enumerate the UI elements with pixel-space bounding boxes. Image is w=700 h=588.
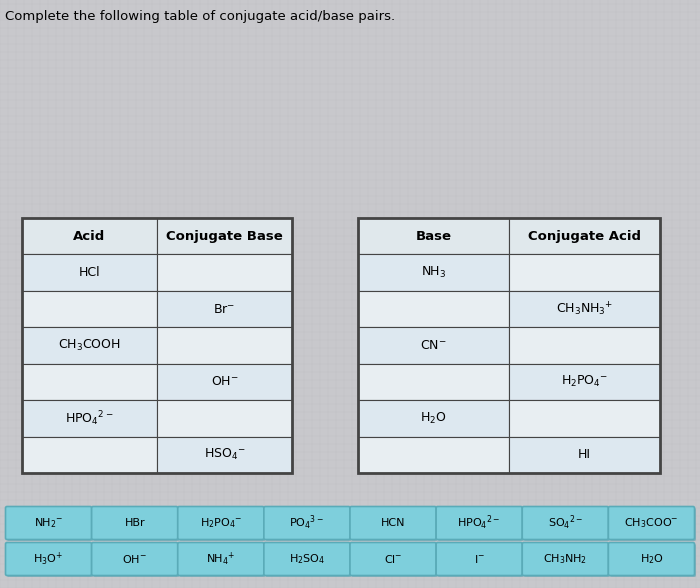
- FancyBboxPatch shape: [265, 508, 351, 541]
- Text: SO$_{4}$$^{2-}$: SO$_{4}$$^{2-}$: [547, 514, 583, 532]
- FancyBboxPatch shape: [351, 508, 438, 541]
- Bar: [358, 255, 509, 291]
- FancyBboxPatch shape: [350, 506, 436, 540]
- Bar: [22, 436, 157, 473]
- Text: HCl: HCl: [78, 266, 100, 279]
- FancyBboxPatch shape: [6, 543, 92, 576]
- Bar: [358, 218, 509, 255]
- Text: NH$_{2}$$^{-}$: NH$_{2}$$^{-}$: [34, 516, 63, 530]
- Bar: [358, 218, 660, 473]
- Text: OH$^{-}$: OH$^{-}$: [211, 375, 239, 389]
- FancyBboxPatch shape: [436, 543, 522, 576]
- Bar: [157, 255, 292, 291]
- Text: CN$^{-}$: CN$^{-}$: [420, 339, 447, 352]
- FancyBboxPatch shape: [524, 544, 610, 577]
- Text: Base: Base: [416, 230, 452, 243]
- Text: Conjugate Base: Conjugate Base: [166, 230, 283, 243]
- Text: OH$^{-}$: OH$^{-}$: [122, 553, 147, 565]
- Bar: [22, 328, 157, 364]
- FancyBboxPatch shape: [178, 506, 264, 540]
- Bar: [22, 400, 157, 436]
- FancyBboxPatch shape: [610, 508, 696, 541]
- FancyBboxPatch shape: [7, 544, 93, 577]
- FancyBboxPatch shape: [350, 543, 436, 576]
- Bar: [509, 364, 660, 400]
- Text: CH$_{3}$NH$_{3}$$^{+}$: CH$_{3}$NH$_{3}$$^{+}$: [556, 300, 613, 318]
- Bar: [358, 328, 509, 364]
- Text: HI: HI: [578, 448, 591, 461]
- Text: HBr: HBr: [125, 518, 145, 528]
- Text: CH$_{3}$COOH: CH$_{3}$COOH: [58, 338, 121, 353]
- Text: H$_{3}$O$^{+}$: H$_{3}$O$^{+}$: [34, 550, 64, 567]
- FancyBboxPatch shape: [436, 506, 522, 540]
- FancyBboxPatch shape: [93, 544, 179, 577]
- Bar: [157, 291, 292, 328]
- FancyBboxPatch shape: [178, 543, 264, 576]
- Bar: [509, 436, 660, 473]
- Bar: [358, 400, 509, 436]
- FancyBboxPatch shape: [351, 544, 438, 577]
- Text: H$_{2}$O: H$_{2}$O: [640, 552, 664, 566]
- Bar: [358, 291, 509, 328]
- Bar: [157, 436, 292, 473]
- Text: NH$_{4}$$^{+}$: NH$_{4}$$^{+}$: [206, 550, 235, 567]
- FancyBboxPatch shape: [610, 544, 696, 577]
- Bar: [22, 291, 157, 328]
- FancyBboxPatch shape: [7, 508, 93, 541]
- Bar: [509, 218, 660, 255]
- FancyBboxPatch shape: [438, 508, 524, 541]
- Text: Acid: Acid: [74, 230, 106, 243]
- Bar: [157, 364, 292, 400]
- FancyBboxPatch shape: [265, 544, 351, 577]
- Text: H$_{2}$SO$_{4}$: H$_{2}$SO$_{4}$: [289, 552, 325, 566]
- FancyBboxPatch shape: [179, 544, 265, 577]
- Bar: [22, 218, 292, 473]
- FancyBboxPatch shape: [522, 506, 608, 540]
- Text: Br$^{-}$: Br$^{-}$: [214, 303, 236, 316]
- FancyBboxPatch shape: [179, 508, 265, 541]
- Text: HSO$_{4}$$^{-}$: HSO$_{4}$$^{-}$: [204, 447, 246, 462]
- FancyBboxPatch shape: [264, 506, 350, 540]
- FancyBboxPatch shape: [264, 543, 350, 576]
- Text: CH$_{3}$NH$_{2}$: CH$_{3}$NH$_{2}$: [543, 552, 587, 566]
- Text: Cl$^{-}$: Cl$^{-}$: [384, 553, 402, 565]
- Bar: [22, 364, 157, 400]
- Bar: [509, 328, 660, 364]
- Bar: [157, 328, 292, 364]
- Bar: [22, 255, 157, 291]
- Bar: [22, 218, 157, 255]
- Bar: [509, 400, 660, 436]
- FancyBboxPatch shape: [6, 506, 92, 540]
- Text: H$_{2}$O: H$_{2}$O: [420, 411, 447, 426]
- Bar: [509, 255, 660, 291]
- Text: Conjugate Acid: Conjugate Acid: [528, 230, 641, 243]
- Text: PO$_{4}$$^{3-}$: PO$_{4}$$^{3-}$: [289, 514, 325, 532]
- Text: Complete the following table of conjugate acid/base pairs.: Complete the following table of conjugat…: [5, 10, 395, 23]
- FancyBboxPatch shape: [608, 543, 694, 576]
- FancyBboxPatch shape: [522, 543, 608, 576]
- FancyBboxPatch shape: [93, 508, 179, 541]
- Bar: [157, 400, 292, 436]
- Text: I$^{-}$: I$^{-}$: [474, 553, 484, 565]
- Text: NH$_{3}$: NH$_{3}$: [421, 265, 446, 280]
- FancyBboxPatch shape: [92, 506, 178, 540]
- Text: CH$_{3}$COO$^{-}$: CH$_{3}$COO$^{-}$: [624, 516, 679, 530]
- Bar: [157, 218, 292, 255]
- Bar: [509, 291, 660, 328]
- Text: H$_{2}$PO$_{4}$$^{-}$: H$_{2}$PO$_{4}$$^{-}$: [199, 516, 242, 530]
- FancyBboxPatch shape: [524, 508, 610, 541]
- Bar: [358, 364, 509, 400]
- Text: HPO$_{4}$$^{2-}$: HPO$_{4}$$^{2-}$: [458, 514, 501, 532]
- Text: H$_{2}$PO$_{4}$$^{-}$: H$_{2}$PO$_{4}$$^{-}$: [561, 375, 608, 389]
- FancyBboxPatch shape: [438, 544, 524, 577]
- FancyBboxPatch shape: [608, 506, 694, 540]
- Bar: [358, 436, 509, 473]
- Text: HCN: HCN: [381, 518, 405, 528]
- FancyBboxPatch shape: [92, 543, 178, 576]
- Text: HPO$_{4}$$^{2-}$: HPO$_{4}$$^{2-}$: [65, 409, 114, 427]
